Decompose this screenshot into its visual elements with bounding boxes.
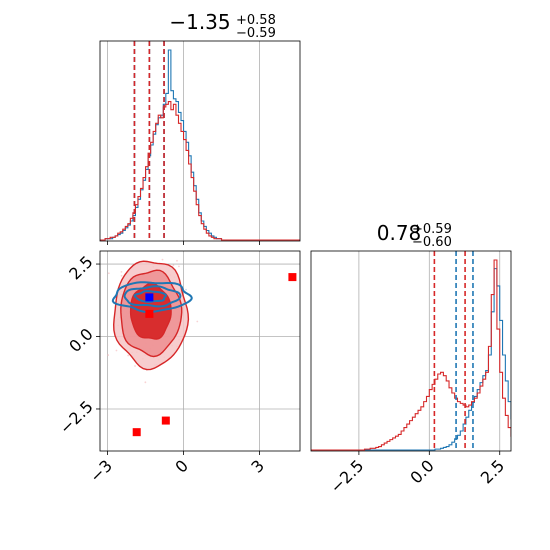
joint-xtick-label: −3: [86, 456, 116, 486]
joint-frame: [99, 250, 301, 452]
marginal-0-grid: [107, 41, 260, 241]
joint-sample-point: [107, 354, 110, 356]
joint-ytick-label: 2.5: [65, 252, 96, 283]
joint-sample-point: [98, 339, 100, 341]
joint-red-contour-line: [129, 282, 172, 340]
marginal-1-title-sup: +0.59: [412, 222, 452, 237]
marginal-0-title-sup: +0.58: [236, 13, 276, 28]
marginal-1-xtick-label: 0.0: [406, 456, 437, 487]
joint-ytick-label: 0.0: [65, 324, 96, 355]
marginal-1-ticks: −2.5 0.0 2.5: [326, 451, 508, 497]
joint-sample-point: [107, 272, 110, 275]
marginal-0-ticks: [107, 241, 260, 245]
marginal-0-histogram-series: [100, 49, 300, 241]
marginal-0-histogram-series: [100, 101, 300, 241]
marginal-0-title-sub: −0.59: [236, 26, 276, 41]
joint-sample-point: [176, 259, 178, 262]
joint-xtick-label: 3: [247, 456, 268, 477]
joint-sample-point: [134, 365, 136, 367]
marginal-1-frame: [310, 250, 512, 452]
joint-sample-point: [120, 274, 123, 277]
marginal-1-xtick-label: 2.5: [477, 456, 508, 487]
marginal-0-quantile-lines: [133, 41, 165, 241]
marginal-1-grid: [358, 251, 501, 451]
joint-red-marker: [145, 309, 154, 318]
marginal-1-title-sub: −0.60: [412, 235, 452, 250]
marginal-0-frame: [99, 40, 301, 242]
marginal-panel-param-0: −1.35 +0.58 −0.59: [99, 10, 301, 245]
joint-markers: [132, 273, 297, 437]
marginal-1-title: 0.78: [377, 221, 422, 245]
marginal-1-quantile-lines: [433, 251, 474, 451]
joint-red-contour-line: [112, 260, 190, 371]
joint-sample-point: [115, 349, 118, 352]
joint-sample-point: [144, 381, 147, 384]
marginal-0-title: −1.35: [169, 10, 230, 34]
joint-blue-contour-line: [123, 285, 182, 308]
joint-sample-point: [120, 270, 123, 273]
joint-red-marker: [288, 273, 297, 282]
joint-sample-point: [161, 258, 164, 261]
joint-sample-point: [178, 265, 180, 268]
marginal-1-xtick-label: −2.5: [326, 456, 367, 497]
joint-red-marker: [132, 428, 141, 437]
marginal-1-histogram-series: [311, 268, 511, 451]
joint-blue-contours: [111, 281, 193, 314]
joint-sample-point: [172, 264, 175, 267]
joint-sample-point: [196, 320, 199, 323]
marginal-1-histogram-series: [311, 259, 511, 451]
joint-sample-point: [185, 288, 187, 291]
marginal-0-histograms: [100, 49, 300, 241]
joint-blue-marker: [145, 293, 154, 302]
joint-xtick-label: 0: [171, 456, 192, 477]
marginal-1-histograms: [311, 259, 511, 451]
joint-blue-contour-line: [111, 281, 193, 314]
joint-sample-point: [127, 354, 130, 357]
joint-sample-point: [94, 298, 96, 300]
joint-grid: [100, 251, 300, 451]
joint-ytick-label: −2.5: [56, 397, 97, 438]
joint-red-marker: [161, 416, 170, 425]
joint-blue-contour-line: [133, 289, 167, 303]
joint-panel: −3 0 3 2.5 0.0 −2.5: [56, 250, 301, 486]
marginal-panel-param-1: −2.5 0.0 2.5 0.78 +0.59 −0.60: [310, 221, 512, 497]
joint-red-contour-line: [120, 269, 183, 358]
